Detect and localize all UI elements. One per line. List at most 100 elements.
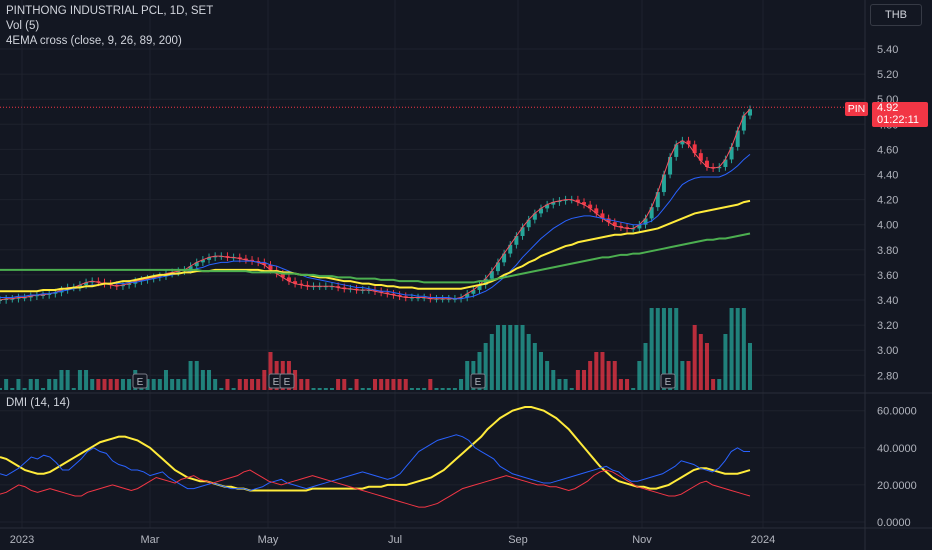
volume-bar	[704, 343, 709, 390]
volume-bar	[452, 388, 457, 390]
candle-body	[711, 166, 716, 169]
volume-bar	[34, 379, 39, 390]
dmi-indicator-label[interactable]: DMI (14, 14)	[6, 397, 70, 409]
candle-body	[649, 207, 654, 219]
candle-body	[545, 204, 550, 209]
candle-body	[53, 292, 58, 294]
candle-body	[588, 204, 593, 209]
candle-body	[489, 271, 494, 279]
currency-button[interactable]: THB	[870, 4, 922, 26]
candle-body	[151, 277, 156, 279]
volume-bar	[65, 370, 70, 390]
volume-indicator-label[interactable]: Vol (5)	[6, 20, 40, 32]
volume-bar	[532, 343, 537, 390]
volume-bar	[366, 388, 371, 390]
volume-bar	[373, 379, 377, 390]
price-tick-label: 3.20	[877, 320, 898, 332]
candle-body	[90, 281, 95, 283]
candle-body	[563, 199, 568, 201]
candle-body	[748, 109, 752, 116]
volume-bar	[729, 308, 734, 390]
volume-bar	[575, 370, 580, 390]
volume-bar	[520, 325, 525, 390]
volume-bar	[157, 379, 162, 390]
volume-bar	[582, 370, 587, 390]
candle-body	[594, 208, 599, 214]
candle-body	[692, 144, 697, 154]
volume-bar	[600, 352, 605, 390]
earnings-marker	[132, 373, 148, 389]
time-tick-label: Sep	[508, 534, 528, 546]
candle-body	[741, 115, 746, 131]
earnings-marker	[279, 373, 295, 389]
volume-bar	[145, 379, 150, 390]
volume-bar	[446, 388, 451, 390]
price-tick-label: 3.00	[877, 345, 898, 357]
candle-body	[465, 293, 470, 298]
earnings-marker-label: E	[475, 377, 482, 388]
volume-bar	[643, 343, 648, 390]
candle-body	[0, 300, 2, 301]
volume-bar	[465, 361, 470, 390]
volume-bar	[680, 361, 685, 390]
volume-bar	[717, 379, 722, 390]
volume-bar	[268, 352, 273, 390]
candle-body	[661, 174, 666, 193]
candle-body	[391, 293, 396, 295]
volume-bar	[182, 379, 187, 390]
time-tick-label: Nov	[632, 534, 652, 546]
volume-bar	[674, 308, 679, 390]
volume-bar	[120, 379, 125, 390]
time-tick-label: 2024	[751, 534, 775, 546]
candle-body	[600, 213, 605, 219]
candle-body	[612, 222, 617, 226]
volume-bar	[53, 379, 58, 390]
volume-bar	[668, 308, 673, 390]
volume-bar	[299, 379, 304, 390]
dmi-diplus-line	[0, 434, 750, 491]
earnings-marker-label: E	[284, 377, 291, 388]
volume-bar	[594, 352, 599, 390]
volume-bar	[16, 379, 21, 390]
candle-body	[723, 159, 728, 167]
volume-bar	[459, 379, 464, 390]
candle-body	[471, 289, 476, 294]
volume-bar	[151, 379, 156, 390]
ema-89-line	[0, 199, 751, 293]
candle-body	[403, 296, 408, 298]
volume-bar	[163, 370, 168, 390]
volume-bar	[348, 388, 353, 390]
volume-bar	[434, 388, 439, 390]
candle-body	[256, 261, 261, 263]
volume-bar	[213, 379, 218, 390]
price-tick-label: 3.80	[877, 245, 898, 257]
volume-bar	[0, 388, 2, 390]
ema-9-line	[0, 108, 751, 301]
volume-bar	[625, 379, 630, 390]
candle-body	[735, 130, 740, 147]
volume-bar	[114, 379, 119, 390]
volume-bar	[508, 325, 513, 390]
candle-body	[34, 294, 39, 297]
grid	[0, 0, 865, 528]
volume-bar	[735, 308, 740, 390]
ema-indicator-label[interactable]: 4EMA cross (close, 9, 26, 89, 200)	[6, 35, 182, 47]
volume-bar	[59, 370, 64, 390]
price-tick-label: 4.60	[877, 144, 898, 156]
chart-title: PINTHONG INDUSTRIAL PCL, 1D, SET	[6, 5, 214, 17]
volume-bar	[108, 379, 113, 390]
volume-bar	[545, 361, 550, 390]
volume-bar	[422, 388, 427, 390]
volume-bar	[243, 379, 248, 390]
candle-body	[342, 287, 347, 289]
candle-body	[28, 296, 33, 298]
candle-body	[717, 166, 722, 169]
candle-body	[686, 140, 691, 145]
volume-bar	[563, 379, 568, 390]
price-tick-label: 5.20	[877, 69, 898, 81]
symbol-badge: PIN	[845, 102, 868, 116]
earnings-marker	[470, 373, 486, 389]
volume-bar	[440, 388, 445, 390]
